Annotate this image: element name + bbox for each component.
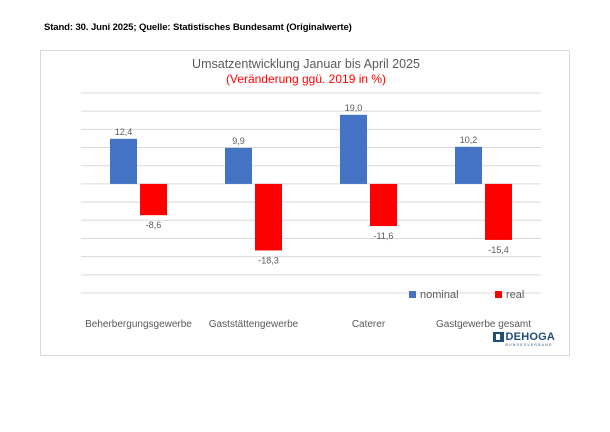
data-label: -15,4 xyxy=(488,245,509,255)
source-note: Stand: 30. Juni 2025; Quelle: Statistisc… xyxy=(44,22,352,33)
bar-nominal xyxy=(340,114,367,184)
bar-chart: 12,4 -8,6 Beherbergungsgewerbe 9,9 -18,3 Gast… xyxy=(81,92,541,330)
data-label: -8,6 xyxy=(146,220,162,230)
chart-frame: Umsatzentwicklung Januar bis April 2025 … xyxy=(40,50,570,356)
legend-label-real: real xyxy=(506,289,524,301)
data-label: 10,2 xyxy=(460,135,478,145)
category-label: Beherbergungsgewerbe xyxy=(85,319,192,330)
data-label: -18,3 xyxy=(258,255,279,265)
chart-title: Umsatzentwicklung Januar bis April 2025 xyxy=(192,57,420,71)
bar-real xyxy=(370,183,397,227)
category-label: Gastgewerbe gesamt xyxy=(436,319,531,330)
logo-subtext: BUNDESVERBAND xyxy=(505,343,553,347)
data-label: -11,6 xyxy=(374,231,394,241)
category-label: Gaststättengewerbe xyxy=(209,319,299,330)
legend-swatch-nominal xyxy=(409,291,416,298)
bar-real xyxy=(140,183,167,216)
chart-subtitle: (Veränderung ggü. 2019 in %) xyxy=(225,72,387,86)
data-label: 12,4 xyxy=(115,127,133,137)
bar-nominal xyxy=(455,146,482,184)
bar-real xyxy=(485,183,512,240)
bar-real xyxy=(255,183,282,251)
bar-nominal xyxy=(110,138,137,184)
logo-text: DEHOGA xyxy=(505,331,555,343)
bar-nominal xyxy=(225,147,252,184)
category-label: Caterer xyxy=(352,319,386,330)
data-label: 9,9 xyxy=(232,136,245,146)
legend-swatch-real xyxy=(495,291,502,298)
data-label: 19,0 xyxy=(345,103,363,113)
dehoga-logo-icon xyxy=(492,332,504,342)
legend-label-nominal: nominal xyxy=(420,289,459,301)
dehoga-logo: DEHOGA BUNDESVERBAND xyxy=(492,331,555,347)
